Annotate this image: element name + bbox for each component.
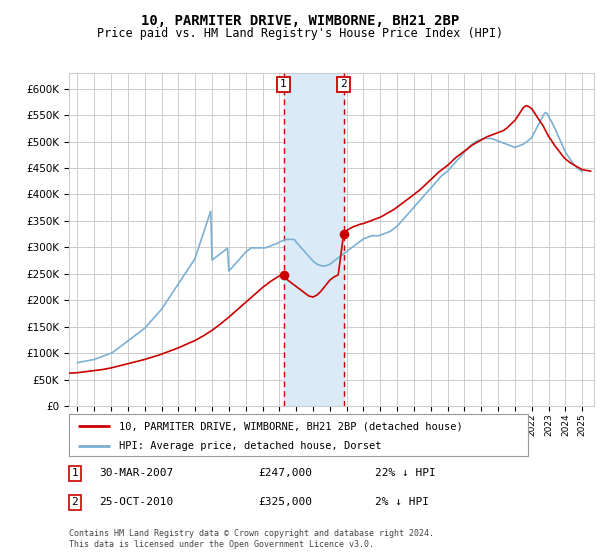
Text: £247,000: £247,000 xyxy=(258,468,312,478)
Text: 10, PARMITER DRIVE, WIMBORNE, BH21 2BP: 10, PARMITER DRIVE, WIMBORNE, BH21 2BP xyxy=(141,14,459,28)
Text: 2: 2 xyxy=(71,497,79,507)
Text: 2: 2 xyxy=(340,80,347,90)
Text: 10, PARMITER DRIVE, WIMBORNE, BH21 2BP (detached house): 10, PARMITER DRIVE, WIMBORNE, BH21 2BP (… xyxy=(119,421,463,431)
Text: 25-OCT-2010: 25-OCT-2010 xyxy=(99,497,173,507)
Point xyxy=(279,271,289,280)
Text: 22% ↓ HPI: 22% ↓ HPI xyxy=(375,468,436,478)
Text: 2% ↓ HPI: 2% ↓ HPI xyxy=(375,497,429,507)
Text: 1: 1 xyxy=(71,468,79,478)
Text: Contains HM Land Registry data © Crown copyright and database right 2024.
This d: Contains HM Land Registry data © Crown c… xyxy=(69,529,434,549)
Text: HPI: Average price, detached house, Dorset: HPI: Average price, detached house, Dors… xyxy=(119,441,382,451)
Text: £325,000: £325,000 xyxy=(258,497,312,507)
Text: Price paid vs. HM Land Registry's House Price Index (HPI): Price paid vs. HM Land Registry's House … xyxy=(97,27,503,40)
Bar xyxy=(284,73,344,406)
Point xyxy=(339,230,349,239)
Text: 1: 1 xyxy=(280,80,287,90)
Text: 30-MAR-2007: 30-MAR-2007 xyxy=(99,468,173,478)
